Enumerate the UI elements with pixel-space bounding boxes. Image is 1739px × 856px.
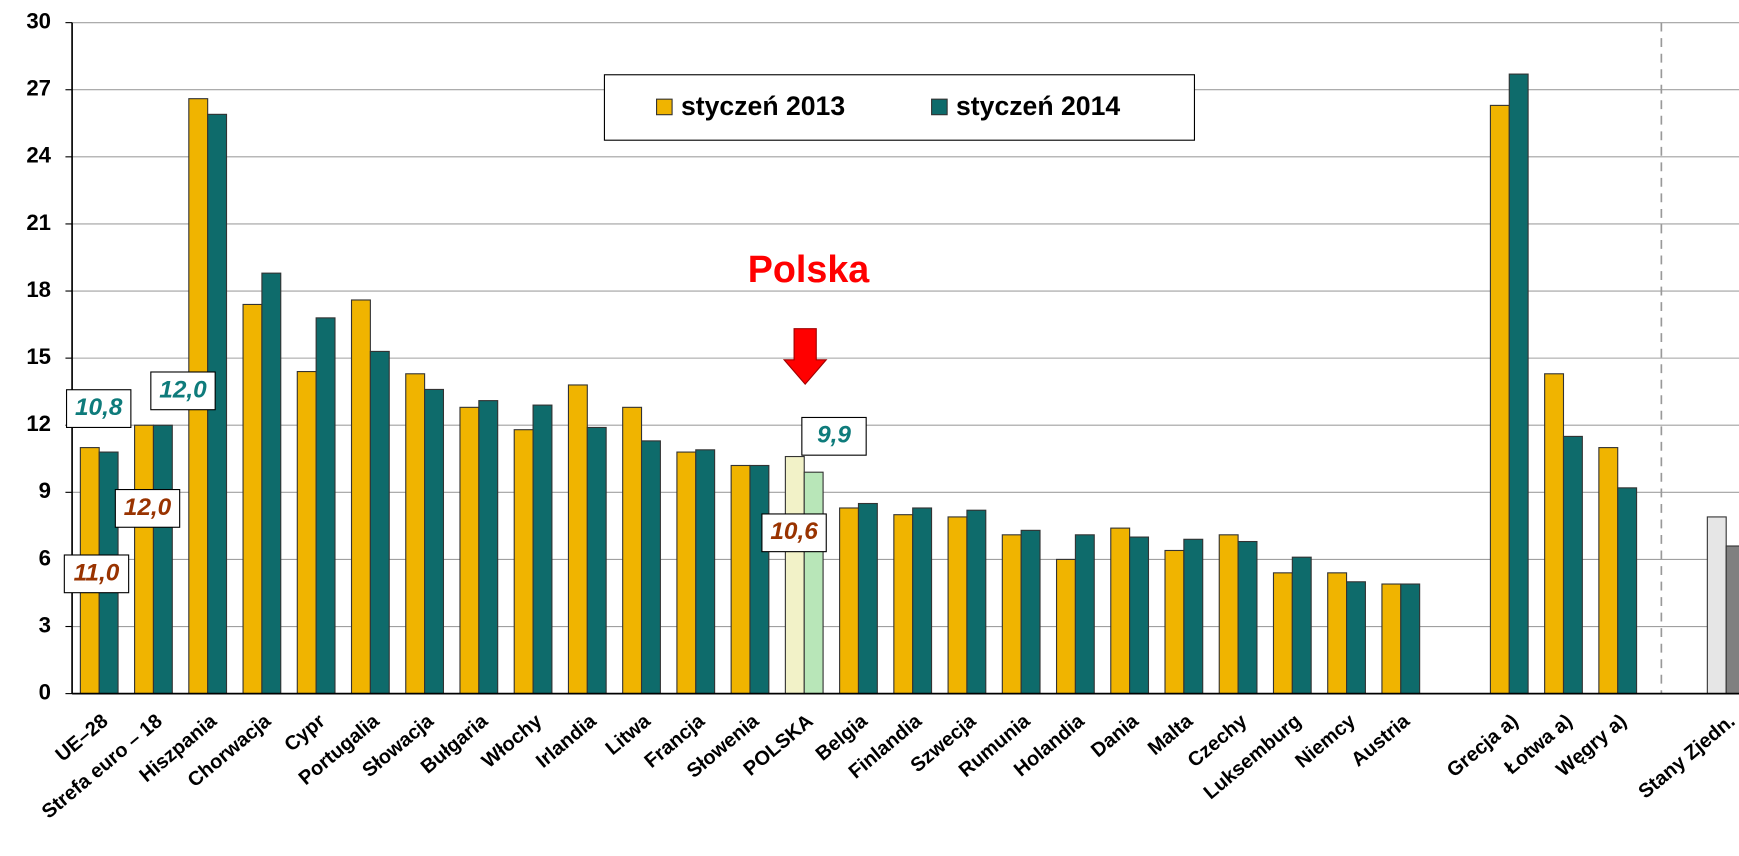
- bar: [567, 384, 588, 695]
- bar: [513, 429, 534, 695]
- bar: [1725, 545, 1739, 695]
- bar: [803, 471, 824, 695]
- bar: [1001, 534, 1022, 695]
- value-label-box: [63, 554, 130, 594]
- value-label-box: [761, 513, 827, 553]
- bar: [1617, 487, 1638, 695]
- bar: [1544, 373, 1565, 695]
- legend-swatch: [656, 98, 673, 116]
- y-tick-label: 18: [26, 277, 51, 302]
- y-tick-label: 12: [26, 411, 51, 436]
- bar: [912, 507, 933, 695]
- x-tick-label: Stany Zjedn.: [1634, 710, 1739, 803]
- y-tick-label: 3: [39, 612, 51, 637]
- x-tick-label: Austria: [1347, 710, 1414, 772]
- bar: [1237, 540, 1258, 695]
- value-label: 12,0: [159, 376, 207, 403]
- bar: [459, 406, 480, 695]
- bar: [1183, 538, 1204, 695]
- bar: [839, 507, 860, 695]
- x-tick-label: Włochy: [478, 710, 546, 772]
- y-tick-label: 9: [39, 478, 51, 503]
- value-label-box: [65, 389, 132, 429]
- bar: [857, 502, 878, 695]
- bar: [1381, 583, 1402, 695]
- bar: [1074, 534, 1095, 695]
- bar: [1562, 435, 1583, 695]
- bar: [893, 514, 914, 695]
- y-tick-label: 6: [39, 545, 51, 570]
- value-label: 10,6: [770, 518, 818, 545]
- bar: [1508, 73, 1529, 695]
- legend-label: styczeń 2013: [681, 91, 845, 121]
- bar: [478, 400, 499, 695]
- bar: [1400, 583, 1421, 695]
- bar: [369, 350, 390, 695]
- bar: [315, 317, 336, 695]
- bar: [1020, 529, 1041, 695]
- bar: [1346, 581, 1366, 695]
- bar: [622, 406, 643, 695]
- bar: [1129, 536, 1150, 695]
- bar: [405, 373, 426, 695]
- value-label-box: [801, 416, 867, 456]
- bar: [134, 424, 154, 695]
- x-tick-label: Niemcy: [1291, 710, 1360, 772]
- legend: [603, 74, 1196, 141]
- bar: [1489, 104, 1510, 695]
- bar: [1706, 516, 1727, 695]
- y-tick-label: 15: [26, 344, 51, 369]
- bar: [586, 426, 607, 695]
- arrow: [782, 328, 828, 386]
- bar: [1110, 527, 1131, 695]
- bar: [966, 509, 987, 695]
- value-label: 12,0: [124, 494, 172, 521]
- grid: 0 3 6 9 12 15 18 21 24 27 30: [26, 8, 1739, 704]
- annotation: Polska: [748, 248, 871, 290]
- legend-label: styczeń 2014: [956, 91, 1120, 121]
- y-tick-label: 0: [39, 679, 51, 704]
- value-label: 11,0: [74, 559, 120, 586]
- bar: [749, 464, 770, 695]
- bar: [1272, 572, 1293, 695]
- y-tick-label: 30: [26, 8, 51, 33]
- bar: [676, 451, 697, 695]
- bar: [532, 404, 553, 695]
- x-tick-label: Dania: [1087, 710, 1143, 762]
- bar: [947, 516, 968, 695]
- bar: [1598, 447, 1619, 695]
- bar: [1164, 549, 1185, 695]
- bar: [152, 424, 173, 695]
- value-label: 10,8: [75, 394, 123, 421]
- bar: [261, 272, 282, 695]
- bars: [79, 73, 1739, 695]
- x-tick-label: Luksemburg: [1200, 710, 1306, 804]
- bar: [1055, 558, 1076, 695]
- x-tick-label: Irlandia: [532, 710, 601, 773]
- bar: [296, 370, 317, 695]
- bar: [1327, 572, 1348, 695]
- bar: [730, 464, 751, 695]
- bar: [1218, 534, 1239, 695]
- bar: [350, 299, 371, 695]
- bar: [242, 303, 263, 695]
- bar: [424, 388, 445, 695]
- bar: [640, 440, 661, 695]
- y-tick-label: 27: [26, 76, 51, 101]
- value-label: 9,9: [817, 422, 851, 449]
- bar: [784, 455, 805, 695]
- value-label-box: [150, 371, 216, 411]
- y-tick-label: 24: [26, 143, 51, 168]
- legend-swatch: [931, 98, 948, 116]
- bar: [695, 449, 716, 695]
- value-label-box: [114, 488, 181, 528]
- bar: [1291, 556, 1312, 695]
- y-tick-label: 21: [26, 210, 51, 235]
